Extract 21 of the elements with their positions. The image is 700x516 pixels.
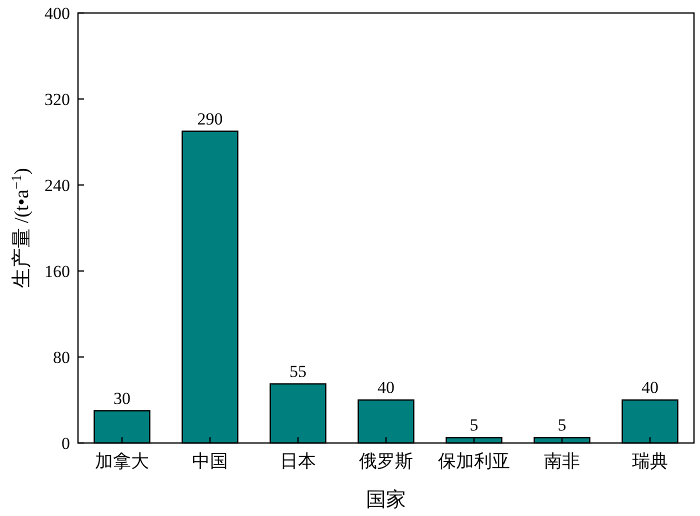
data-label: 30 <box>114 388 130 408</box>
x-tick-label: 瑞典 <box>632 451 668 471</box>
y-tick-label: 240 <box>44 176 70 195</box>
data-label: 290 <box>197 109 223 128</box>
y-tick-label: 80 <box>53 348 70 367</box>
x-tick-label: 加拿大 <box>95 451 149 471</box>
data-label: 40 <box>642 378 658 397</box>
x-tick-label: 日本 <box>280 451 316 471</box>
y-tick-label: 400 <box>44 4 70 23</box>
data-label: 40 <box>378 378 394 397</box>
y-tick-label: 320 <box>44 90 70 109</box>
data-label: 5 <box>558 416 566 435</box>
x-tick-label: 俄罗斯 <box>359 451 413 471</box>
data-label: 5 <box>470 416 478 435</box>
x-tick-label: 保加利亚 <box>438 451 510 471</box>
data-label: 55 <box>290 362 306 381</box>
x-tick-label: 中国 <box>192 451 228 471</box>
x-tick-label: 南非 <box>544 451 580 471</box>
x-axis-title: 国家 <box>366 489 406 511</box>
y-tick-label: 0 <box>62 434 70 453</box>
y-tick-label: 160 <box>44 262 70 281</box>
